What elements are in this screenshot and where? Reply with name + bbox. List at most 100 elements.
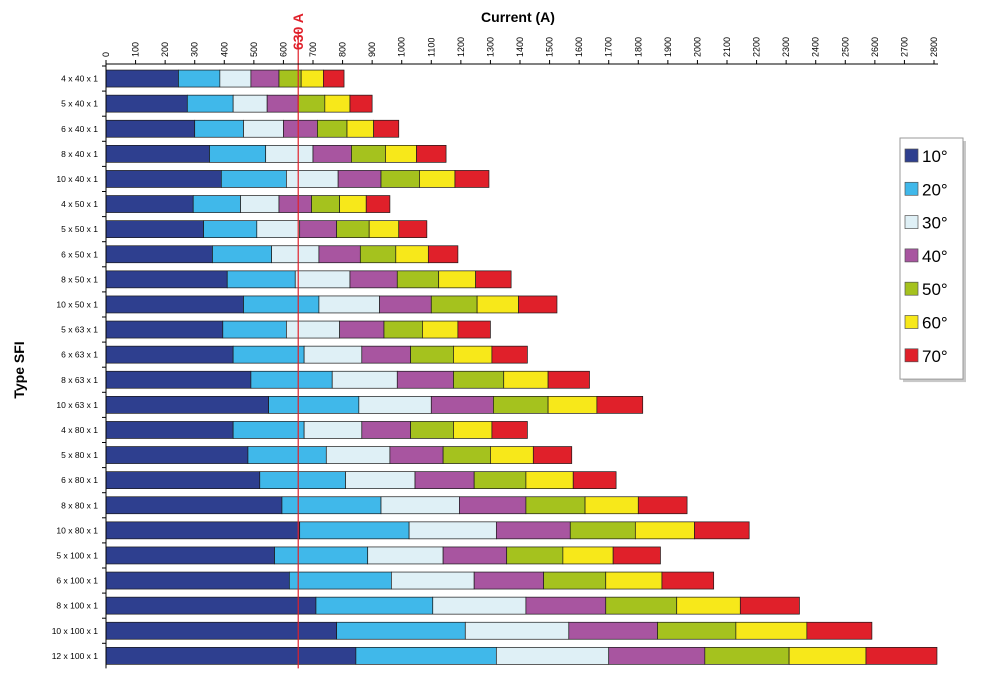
legend-label: 30° <box>922 214 948 233</box>
category-label: 5 x 40 x 1 <box>61 99 98 109</box>
x-tick-label: 300 <box>190 42 200 57</box>
bar-segment <box>312 145 352 163</box>
category-label: 4 x 50 x 1 <box>61 199 98 209</box>
bar-segment <box>459 496 527 515</box>
bar-segment <box>105 546 275 565</box>
bar-segment <box>532 446 573 464</box>
bar-segment <box>453 370 505 389</box>
bar-segment <box>395 245 429 264</box>
bar-segment <box>430 396 494 414</box>
bar-segment <box>105 145 210 163</box>
bar-segment <box>608 646 706 665</box>
bar-segment <box>562 546 614 565</box>
bar-segment <box>453 421 493 439</box>
x-tick-label: 700 <box>308 42 318 57</box>
legend-label: 40° <box>922 247 948 266</box>
x-tick-label: 2200 <box>752 37 762 57</box>
bar-segment <box>493 396 549 414</box>
bar-segment <box>547 370 590 389</box>
category-label: 8 x 100 x 1 <box>56 601 98 611</box>
legend: 10° 20° 30° 40° 50° 60° 70° <box>899 137 966 383</box>
bar-segment <box>368 220 400 238</box>
bar-segment <box>339 320 385 339</box>
bar-segment <box>525 496 586 515</box>
category-label: 4 x 80 x 1 <box>61 425 98 435</box>
x-tick-label: 2300 <box>781 37 791 57</box>
bar-segment <box>612 546 661 565</box>
bar-segment <box>222 320 287 339</box>
bar-segment <box>432 596 527 615</box>
bar-segment <box>105 69 179 88</box>
bar-segment <box>596 396 644 414</box>
x-tick-label: 2500 <box>840 37 850 57</box>
bar-segment <box>299 220 338 238</box>
legend-label: 50° <box>922 280 948 299</box>
category-label: 5 x 63 x 1 <box>61 325 98 335</box>
bar-segment <box>676 596 741 615</box>
bar-segment <box>380 496 460 515</box>
x-tick-label: 200 <box>160 42 170 57</box>
x-tick-label: 100 <box>131 42 141 57</box>
bar-segment <box>438 270 476 289</box>
bar-segment <box>220 170 287 188</box>
reference-line-label: 630 A <box>290 13 306 50</box>
x-tick-label: 2400 <box>811 37 821 57</box>
bar-segment <box>105 370 252 389</box>
category-label: 8 x 80 x 1 <box>61 500 98 510</box>
x-tick-label: 2100 <box>722 37 732 57</box>
legend-swatch <box>904 248 919 263</box>
bar-segment <box>105 320 224 339</box>
bar-segment <box>105 245 213 264</box>
bar-segment <box>379 295 432 314</box>
category-label: 6 x 100 x 1 <box>56 576 98 586</box>
bar-segment <box>518 295 558 314</box>
legend-label: 20° <box>922 180 948 199</box>
bar-segment <box>324 94 351 113</box>
bar-segment <box>865 646 938 665</box>
bar-segment <box>525 471 574 489</box>
category-label: 5 x 50 x 1 <box>61 224 98 234</box>
reference-line-group: 630 A <box>290 13 306 669</box>
bar-segment <box>657 621 737 640</box>
x-tick-label: 1500 <box>545 37 555 57</box>
category-label: 10 x 50 x 1 <box>56 299 98 309</box>
category-label: 6 x 63 x 1 <box>61 350 98 360</box>
x-tick-label: 2700 <box>899 37 909 57</box>
bar-segment <box>346 119 374 138</box>
bar-segment <box>572 471 617 489</box>
bar-segment <box>325 446 391 464</box>
bar-segment <box>398 220 428 238</box>
x-tick-label: 1700 <box>604 37 614 57</box>
bar-segment <box>240 195 280 213</box>
bar-segment <box>427 245 459 264</box>
x-tick-label: 500 <box>249 42 259 57</box>
bar-segment <box>256 220 301 238</box>
bar-segments <box>105 69 938 665</box>
bar-segment <box>345 471 416 489</box>
bar-segment <box>105 471 261 489</box>
category-label: 4 x 40 x 1 <box>61 74 98 84</box>
bar-segment <box>806 621 873 640</box>
bar-segment <box>543 571 607 590</box>
bar-segment <box>490 446 534 464</box>
bar-segment <box>414 471 475 489</box>
bar-segment <box>380 170 420 188</box>
bar-segment <box>331 370 398 389</box>
bar-segment <box>294 270 351 289</box>
category-label: 8 x 40 x 1 <box>61 149 98 159</box>
legend-label: 10° <box>922 147 948 166</box>
x-axis-ticks: 0 100 200 300 400 500 600 700 800 900 1000 1100 1200… <box>101 37 939 64</box>
bar-segment <box>105 621 338 640</box>
bar-segment <box>359 245 397 264</box>
bar-segment <box>259 471 346 489</box>
bar-segment <box>704 646 790 665</box>
bar-segment <box>385 145 417 163</box>
bar-segment <box>178 69 221 88</box>
bar-segment <box>349 270 398 289</box>
bar-segment <box>281 496 382 515</box>
x-tick-label: 1200 <box>456 37 466 57</box>
bar-segment <box>250 370 333 389</box>
bar-segment <box>396 270 440 289</box>
bar-segment <box>288 571 392 590</box>
bar-segment <box>396 370 454 389</box>
